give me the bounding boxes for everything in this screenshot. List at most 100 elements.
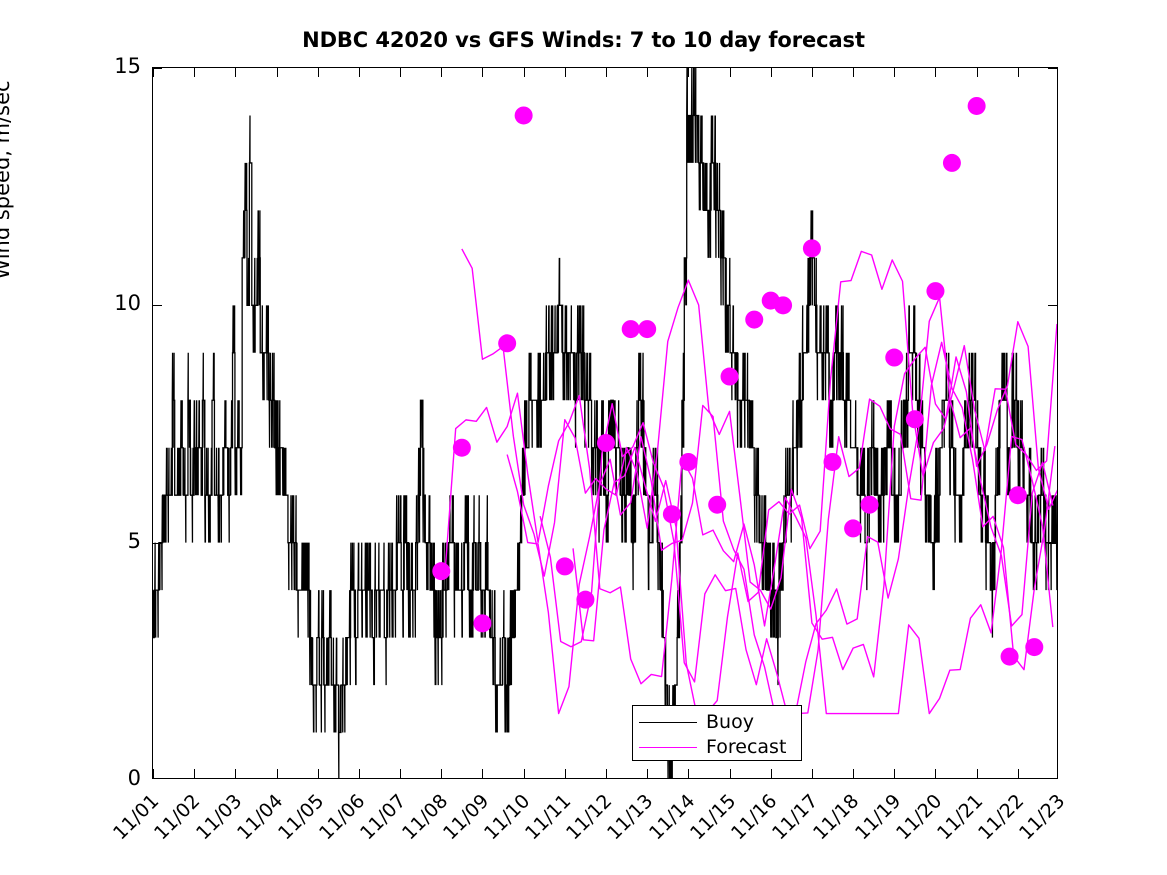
forecast-point-marker (498, 334, 517, 353)
legend-line-buoy (639, 722, 697, 723)
plot-area (152, 67, 1058, 779)
x-tick-label: 11/05 (274, 790, 329, 845)
x-tick-mark (770, 68, 772, 77)
x-tick-mark (276, 68, 278, 77)
chart-canvas (153, 68, 1057, 778)
x-tick-label: 11/17 (768, 790, 823, 845)
forecast-point-marker (679, 452, 698, 471)
x-tick-label: 11/06 (315, 790, 370, 845)
x-tick-mark (564, 769, 566, 778)
x-tick-mark (441, 769, 443, 778)
x-tick-mark (194, 769, 196, 778)
forecast-point-marker (967, 96, 986, 115)
forecast-point-marker (926, 282, 945, 301)
x-tick-mark (811, 769, 813, 778)
y-tick-label: 5 (127, 528, 141, 553)
legend-label-buoy: Buoy (706, 711, 754, 733)
forecast-point-marker (1025, 638, 1044, 657)
forecast-point-marker (432, 562, 451, 581)
legend-entry-buoy: Buoy (639, 710, 795, 735)
forecast-point-marker (514, 106, 533, 125)
x-tick-mark (935, 769, 937, 778)
y-tick-mark (1048, 68, 1057, 69)
y-tick-mark (153, 68, 162, 69)
forecast-point-marker (452, 438, 471, 457)
forecast-run-line (539, 341, 1056, 715)
x-tick-mark (1017, 769, 1019, 778)
x-tick-label: 11/10 (479, 790, 535, 845)
x-tick-mark (523, 769, 525, 778)
x-tick-label: 11/18 (809, 790, 864, 845)
x-tick-mark (606, 68, 607, 77)
x-tick-mark (358, 769, 360, 778)
forecast-point-marker (1000, 647, 1019, 666)
x-tick-mark (1017, 68, 1019, 77)
x-tick-mark (811, 68, 813, 77)
x-tick-label: 11/12 (562, 790, 617, 845)
x-tick-mark (400, 68, 402, 77)
x-tick-mark (153, 769, 154, 778)
x-tick-mark (647, 68, 649, 77)
x-tick-mark (317, 68, 319, 77)
x-tick-label: 11/19 (850, 790, 905, 845)
x-tick-label: 11/09 (438, 790, 494, 845)
x-tick-mark (235, 68, 237, 77)
y-tick-mark (153, 542, 162, 544)
legend: Buoy Forecast (632, 705, 802, 761)
x-tick-label: 11/20 (891, 790, 947, 845)
forecast-point-marker (720, 367, 739, 386)
legend-entry-forecast: Forecast (639, 735, 795, 760)
y-tick-label: 15 (114, 54, 141, 78)
x-tick-mark (688, 769, 690, 778)
forecast-point-marker (885, 348, 904, 367)
forecast-point-marker (942, 153, 961, 172)
x-tick-label: 11/08 (397, 790, 452, 845)
forecast-point-marker (576, 590, 595, 609)
forecast-point-marker (860, 495, 879, 514)
x-tick-mark (523, 68, 525, 77)
x-tick-mark (894, 68, 896, 77)
y-tick-label: 0 (127, 766, 141, 790)
legend-line-forecast (639, 747, 697, 748)
x-tick-mark (853, 769, 855, 778)
x-tick-label: 11/22 (974, 790, 1029, 845)
x-tick-mark (564, 68, 566, 77)
x-tick-mark (688, 68, 690, 77)
legend-label-forecast: Forecast (706, 736, 787, 758)
y-axis-label: Wind speed, m/sec (0, 80, 14, 280)
forecast-point-marker (802, 239, 821, 258)
x-tick-label: 11/23 (1015, 790, 1070, 845)
x-tick-label: 11/14 (644, 790, 699, 845)
x-tick-mark (400, 769, 402, 778)
x-tick-mark (606, 769, 607, 778)
y-tick-mark (1048, 542, 1057, 544)
forecast-point-marker (638, 320, 657, 339)
forecast-point-marker (621, 320, 640, 339)
y-tick-labels: 0 5 10 15 (95, 54, 141, 790)
x-tick-mark (770, 769, 772, 778)
forecast-points (432, 96, 1044, 666)
x-tick-mark (729, 769, 731, 778)
forecast-point-marker (823, 452, 842, 471)
forecast-point-marker (745, 310, 764, 329)
forecast-point-marker (708, 495, 727, 514)
y-tick-mark (153, 305, 162, 307)
x-tick-label: 11/04 (232, 790, 288, 845)
x-tick-label: 11/03 (191, 790, 246, 845)
x-tick-label: 11/13 (603, 790, 658, 845)
x-tick-mark (853, 68, 855, 77)
x-tick-label: 11/16 (727, 790, 782, 845)
y-tick-mark (1048, 305, 1057, 307)
x-tick-label: 11/01 (109, 790, 164, 845)
x-tick-mark (729, 68, 731, 77)
x-tick-mark (194, 68, 196, 77)
x-tick-label: 11/02 (150, 790, 205, 845)
forecast-run-line (572, 250, 1057, 715)
x-tick-mark (894, 769, 896, 778)
x-tick-mark (441, 68, 443, 77)
x-tick-mark (647, 769, 649, 778)
forecast-point-marker (844, 519, 863, 538)
x-tick-label: 11/07 (356, 790, 411, 845)
x-tick-mark (935, 68, 937, 77)
forecast-point-marker (473, 614, 492, 633)
